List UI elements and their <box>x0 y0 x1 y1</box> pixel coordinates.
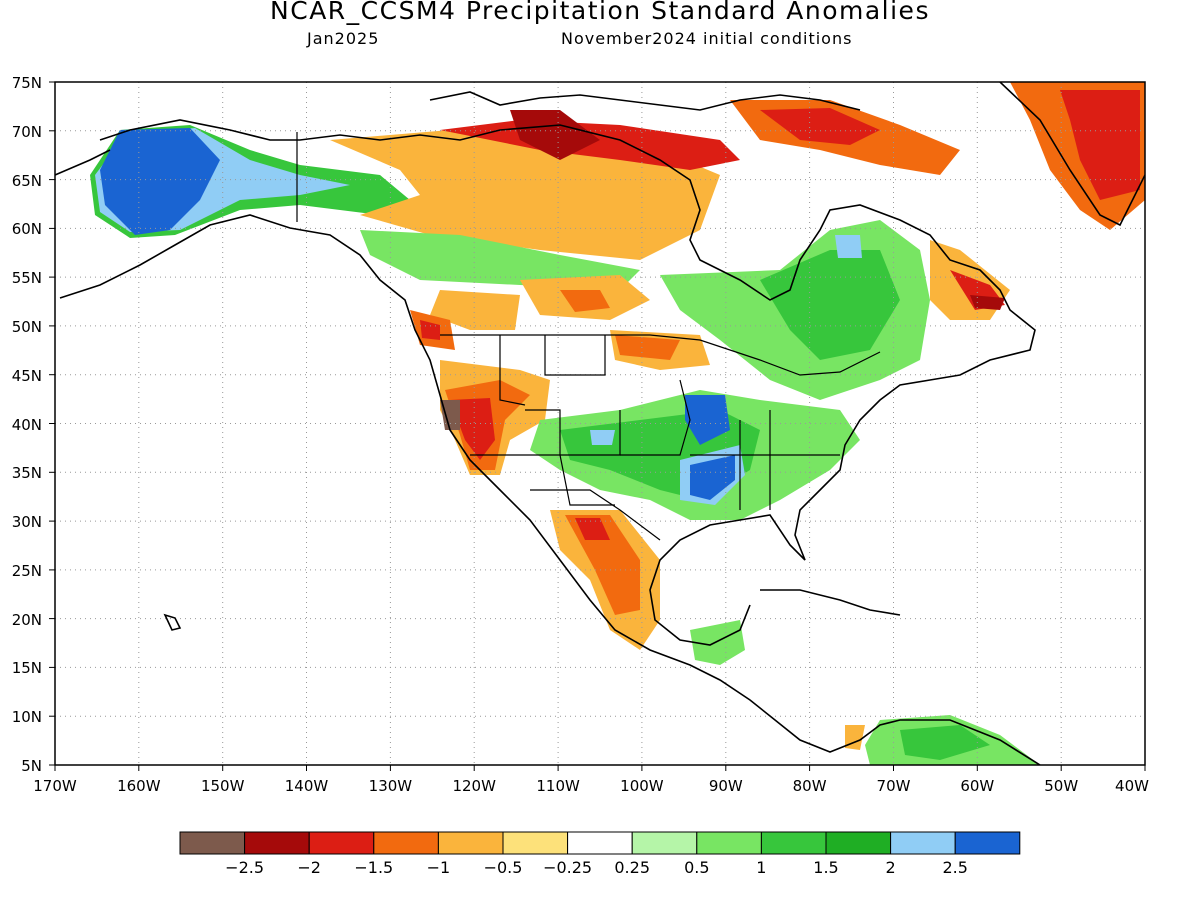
legend-label: −0.25 <box>543 858 592 877</box>
legend-label: 1 <box>756 858 766 877</box>
lon-tick-label: 150W <box>201 777 245 795</box>
lat-tick-label: 40N <box>12 416 42 434</box>
lat-tick-label: 20N <box>12 611 42 629</box>
legend-label: −2.5 <box>225 858 264 877</box>
legend-label: −0.5 <box>484 858 523 877</box>
lat-tick-label: 5N <box>21 757 42 775</box>
lon-tick-label: 140W <box>285 777 329 795</box>
lon-tick-label: 100W <box>620 777 664 795</box>
latitude-axis <box>49 81 55 766</box>
coastlines <box>55 82 1145 765</box>
legend-label: −2 <box>297 858 321 877</box>
legend-swatch <box>373 831 439 855</box>
lat-tick-label: 60N <box>12 220 42 238</box>
lat-tick-label: 45N <box>12 367 42 385</box>
lon-tick-label: 80W <box>793 777 827 795</box>
lon-tick-label: 170W <box>33 777 77 795</box>
forecast-month: Jan2025 <box>307 29 380 48</box>
lat-tick-label: 75N <box>12 74 42 92</box>
legend-swatch <box>696 831 762 855</box>
anomaly-shading <box>90 82 1145 765</box>
legend-swatch <box>760 831 827 855</box>
lat-tick-label: 65N <box>12 172 42 190</box>
legend-label: 0.5 <box>684 858 709 877</box>
lon-tick-label: 160W <box>117 777 161 795</box>
legend-swatch <box>179 831 246 855</box>
longitude-labels: 170W 160W 150W 140W 130W 120W 110W 100W … <box>33 777 1149 795</box>
legend-swatch <box>244 831 310 855</box>
lon-tick-label: 110W <box>536 777 580 795</box>
lon-tick-label: 60W <box>960 777 994 795</box>
legend-label: −1.5 <box>354 858 393 877</box>
lat-tick-label: 50N <box>12 318 42 336</box>
lon-tick-label: 40W <box>1115 777 1149 795</box>
legend-swatch <box>890 831 956 855</box>
legend-swatch <box>631 831 698 855</box>
political-boundaries <box>296 132 881 541</box>
lat-tick-label: 25N <box>12 562 42 580</box>
lat-tick-label: 35N <box>12 464 42 482</box>
lat-tick-label: 55N <box>12 269 42 287</box>
legend-swatch <box>502 831 569 855</box>
legend-swatch <box>308 831 375 855</box>
initial-conditions-label: November2024 initial conditions <box>561 29 853 48</box>
legend-swatch <box>437 831 504 855</box>
legend-label: 0.25 <box>614 858 650 877</box>
canada-dry-region <box>330 130 720 260</box>
legend-label: 1.5 <box>813 858 838 877</box>
longitude-axis <box>54 765 1146 771</box>
map-title: NCAR_CCSM4 Precipitation Standard Anomal… <box>270 0 930 25</box>
legend-swatch <box>954 831 1021 855</box>
legend-swatch <box>567 831 633 855</box>
lat-tick-label: 10N <box>12 708 42 726</box>
lat-tick-label: 30N <box>12 513 42 531</box>
legend-label: 2.5 <box>942 858 967 877</box>
lon-tick-label: 90W <box>709 777 743 795</box>
color-legend: −2.5 −2 −1.5 −1 −0.5 −0.25 0.25 0.5 1 1.5 2 2.5 <box>179 831 1021 877</box>
lat-tick-label: 70N <box>12 123 42 141</box>
lon-tick-label: 50W <box>1044 777 1078 795</box>
legend-swatch <box>825 831 892 855</box>
legend-label: −1 <box>427 858 451 877</box>
lon-tick-label: 130W <box>369 777 413 795</box>
legend-label: 2 <box>886 858 896 877</box>
lon-tick-label: 70W <box>877 777 911 795</box>
lat-tick-label: 15N <box>12 659 42 677</box>
lon-tick-label: 120W <box>452 777 496 795</box>
latitude-labels: 75N 70N 65N 60N 55N 50N 45N 40N 35N 30N … <box>12 74 42 775</box>
